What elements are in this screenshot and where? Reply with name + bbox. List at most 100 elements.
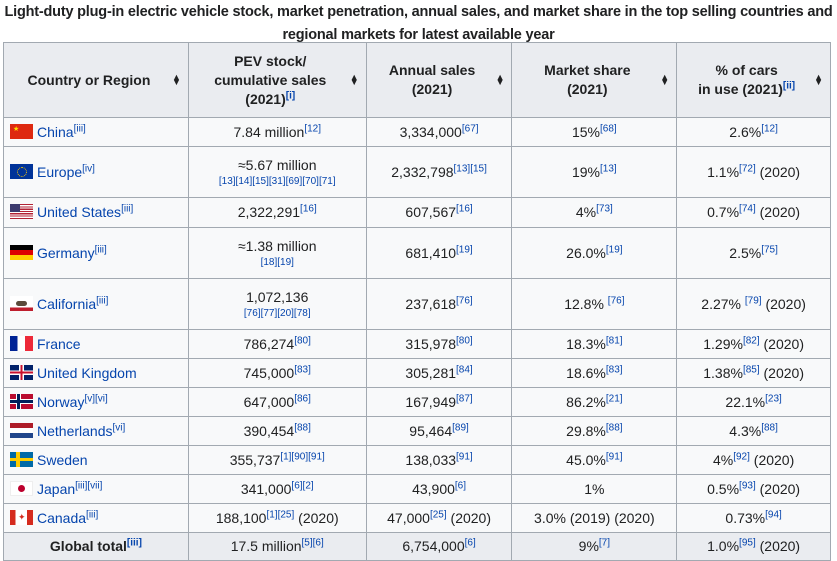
citation-link[interactable]: [25] bbox=[429, 508, 447, 520]
citation-link[interactable]: [6][2] bbox=[291, 479, 314, 491]
country-link[interactable]: China bbox=[37, 123, 74, 140]
note-link[interactable]: [iii] bbox=[121, 203, 134, 215]
citation-link[interactable]: [88] bbox=[294, 421, 311, 433]
citation-link[interactable]: [68] bbox=[600, 122, 617, 134]
note-link[interactable]: [iii][vii] bbox=[75, 479, 103, 491]
citation-links[interactable]: [76][77][20][78] bbox=[243, 307, 311, 319]
citation-link[interactable]: [16] bbox=[456, 203, 473, 215]
country-link[interactable]: United States bbox=[37, 204, 122, 220]
note-link[interactable]: [iii] bbox=[94, 243, 107, 255]
column-header[interactable]: Country or Region ▲ ▼ bbox=[3, 42, 189, 118]
table-row: Japan[iii][vii] 341,000[6][2] 43,900[6] 1% 0… bbox=[3, 474, 831, 504]
note-link[interactable]: [vi] bbox=[112, 421, 126, 433]
country-link[interactable]: Netherlands bbox=[37, 422, 113, 439]
citation-link[interactable]: [72] bbox=[739, 162, 756, 174]
citation-link[interactable]: [16] bbox=[300, 203, 317, 215]
column-header[interactable]: % of cars in use (2021)[ii] ▲ ▼ bbox=[676, 42, 831, 118]
citation-link[interactable]: [87] bbox=[456, 392, 473, 404]
citation-link[interactable]: [75] bbox=[761, 243, 778, 255]
citation-link[interactable]: [86] bbox=[294, 392, 311, 404]
cell-value: 43,900 bbox=[412, 480, 455, 497]
table-caption: Light-duty plug-in electric vehicle stoc… bbox=[4, 4, 833, 43]
sort-arrows-icon[interactable]: ▲ ▼ bbox=[660, 72, 670, 87]
cell-suffix: (2020) bbox=[749, 451, 795, 468]
citation-link[interactable]: [6] bbox=[464, 537, 476, 549]
citation-link[interactable]: [13][15] bbox=[453, 162, 487, 174]
citation-link[interactable]: [89] bbox=[452, 421, 469, 433]
citation-link[interactable]: [80] bbox=[294, 334, 311, 346]
citation-link[interactable]: [7] bbox=[598, 537, 611, 549]
citation-link[interactable]: [i] bbox=[285, 89, 296, 101]
citation-link[interactable]: [95] bbox=[739, 537, 756, 549]
note-link[interactable]: [v][vi] bbox=[84, 392, 108, 404]
citation-link[interactable]: [67] bbox=[461, 122, 479, 134]
column-header[interactable]: Market share (2021) ▲ ▼ bbox=[511, 42, 678, 118]
citation-link[interactable]: [81] bbox=[605, 334, 623, 346]
citation-link[interactable]: [84] bbox=[456, 363, 473, 375]
country-link[interactable]: Canada bbox=[37, 509, 87, 526]
country-link[interactable]: Norway bbox=[37, 393, 85, 410]
citation-link[interactable]: [91] bbox=[456, 450, 473, 462]
sort-arrows-icon[interactable]: ▲ ▼ bbox=[349, 72, 359, 87]
note-link[interactable]: [iii] bbox=[73, 122, 86, 134]
citation-link[interactable]: [12] bbox=[761, 122, 778, 134]
country-cell: Norway[v][vi] bbox=[3, 387, 189, 417]
header-text: in use (2021) bbox=[698, 81, 783, 97]
citation-link[interactable]: [88] bbox=[761, 421, 778, 433]
country-link[interactable]: Germany bbox=[37, 244, 95, 261]
citation-link[interactable]: [21] bbox=[605, 392, 623, 404]
citation-link[interactable]: [19] bbox=[456, 243, 473, 255]
citation-link[interactable]: [73] bbox=[596, 203, 613, 215]
citation-link[interactable]: [83] bbox=[294, 363, 311, 375]
citation-links[interactable]: [13][14][15][31][69][70][71] bbox=[218, 175, 336, 187]
cell-value: 7.84 million bbox=[233, 123, 305, 140]
citation-link[interactable]: [83] bbox=[605, 363, 623, 375]
citation-links[interactable]: [18][19] bbox=[260, 256, 294, 268]
citation-link[interactable]: [76] bbox=[456, 294, 473, 306]
citation-link[interactable]: [12] bbox=[304, 122, 321, 134]
country-link[interactable]: Sweden bbox=[37, 451, 88, 468]
citation-link[interactable]: [85] bbox=[742, 363, 760, 375]
country-cell: Sweden bbox=[3, 445, 189, 475]
sort-arrows-icon[interactable]: ▲ ▼ bbox=[171, 72, 181, 87]
data-cell: 607,567[16] bbox=[365, 197, 513, 228]
cell-value: 95,464 bbox=[409, 422, 453, 439]
citation-link[interactable]: [92] bbox=[733, 450, 750, 462]
cell-value: 138,033 bbox=[405, 451, 457, 468]
citation-link[interactable]: [91] bbox=[605, 450, 623, 462]
country-link[interactable]: United Kingdom bbox=[37, 364, 137, 381]
citation-link[interactable]: [94] bbox=[765, 508, 782, 520]
citation-link[interactable]: [6] bbox=[454, 479, 467, 491]
citation-link[interactable]: [79] bbox=[744, 294, 762, 306]
country-link[interactable]: Japan bbox=[37, 480, 76, 497]
data-cell: 18.3%[81] bbox=[511, 329, 678, 359]
citation-link[interactable]: [74] bbox=[739, 203, 756, 215]
citation-link[interactable]: [80] bbox=[456, 334, 473, 346]
cell-value: 681,410 bbox=[405, 244, 457, 261]
citation-link[interactable]: [ii] bbox=[782, 80, 796, 92]
cell-value: 315,978 bbox=[405, 335, 457, 352]
data-cell: 22.1%[23] bbox=[676, 387, 831, 417]
citation-link[interactable]: [76] bbox=[607, 294, 625, 306]
citation-link[interactable]: [88] bbox=[605, 421, 623, 433]
citation-link[interactable]: [23] bbox=[765, 392, 782, 404]
citation-link[interactable]: [1][90][91] bbox=[280, 450, 325, 462]
country-link[interactable]: Europe bbox=[37, 163, 83, 180]
citation-link[interactable]: [13] bbox=[600, 162, 617, 174]
country-link[interactable]: France bbox=[37, 335, 81, 352]
note-link[interactable]: [iii] bbox=[96, 294, 109, 306]
note-link[interactable]: [iii] bbox=[86, 508, 99, 520]
data-cell: 9%[7] bbox=[511, 532, 678, 561]
note-link[interactable]: [iv] bbox=[82, 162, 95, 174]
country-link[interactable]: California bbox=[37, 295, 97, 312]
citation-link[interactable]: [82] bbox=[742, 334, 760, 346]
sort-arrows-icon[interactable]: ▲ ▼ bbox=[495, 72, 505, 87]
sort-arrows-icon[interactable]: ▲ ▼ bbox=[814, 72, 823, 87]
column-header[interactable]: PEV stock/cumulative sales (2021)[i] ▲ ▼ bbox=[187, 42, 367, 118]
citation-link[interactable]: [93] bbox=[739, 479, 756, 491]
citation-link[interactable]: [5][6] bbox=[301, 537, 324, 549]
citation-link[interactable]: [1][25] bbox=[266, 508, 295, 520]
citation-link[interactable]: [19] bbox=[605, 243, 623, 255]
note-link[interactable]: [iii] bbox=[126, 537, 142, 549]
column-header[interactable]: Annual sales (2021) ▲ ▼ bbox=[365, 42, 513, 118]
